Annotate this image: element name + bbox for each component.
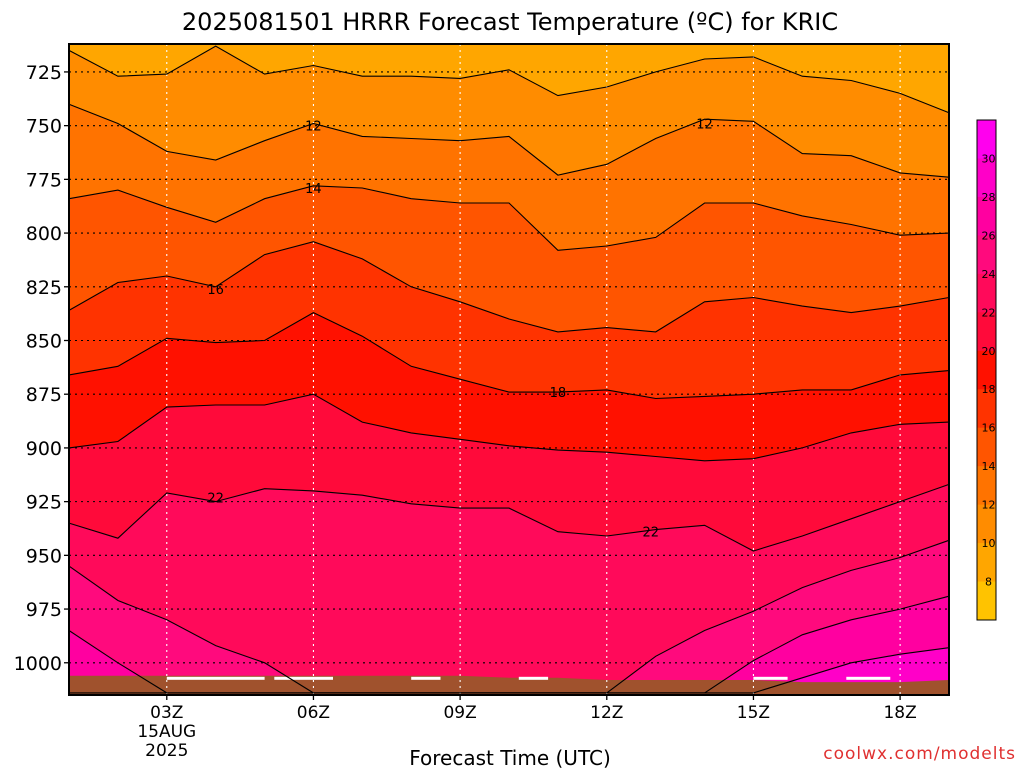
x-tick-label: 18Z [883,703,916,723]
colorbar-segment [977,543,996,583]
colorbar: 8 10 12 14 16 18 20 22 24 26 28 30 [976,119,997,621]
ground-gap [846,676,891,680]
colorbar-segment [977,504,996,544]
y-tick-label: 750 [26,116,62,138]
colorbar-label: 20 [982,345,996,358]
isotherm-18 [68,311,950,400]
isotherm-28 [69,647,950,694]
y-tick-label: 775 [26,169,62,191]
y-tick-label: 925 [26,492,62,514]
contour-label: 14 [305,182,322,197]
contour-label: 22 [207,491,224,506]
colorbar-segment [977,196,996,236]
colorbar-label: 8 [985,576,992,589]
isotherm-12 [68,103,950,178]
y-tick-label: 725 [26,62,62,84]
colorbar-segment [977,350,996,390]
colorbar-segment [977,158,996,198]
chart-title: 2025081501 HRRR Forecast Temperature (ºC… [182,8,838,36]
colorbar-label: 22 [982,306,996,319]
x-axis-label: Forecast Time (UTC) [409,746,611,768]
colorbar-segment [977,120,996,159]
isotherm-22 [68,483,950,552]
contour-label: 18 [550,386,567,401]
colorbar-segment [977,427,996,467]
y-tick-label: 875 [26,384,62,406]
colorbar-label: 12 [982,499,996,512]
y-tick-label: 825 [26,277,62,299]
y-tick-label: 800 [26,223,62,245]
isotherm-16 [68,241,950,333]
x-tick-label: 15Z [737,703,770,723]
y-tick-label: 950 [26,545,62,567]
isotherm-10 [68,45,950,114]
ground-gap [274,676,333,680]
contour-label: 12 [305,120,322,135]
colorbar-label: 16 [982,422,996,435]
x-tick-label: 09Z [443,703,476,723]
x-tick-label: 06Z [297,703,330,723]
colorbar-segment [977,389,996,429]
colorbar-frame [976,119,997,621]
y-tick-label: 975 [26,599,62,621]
ground-gap [518,676,549,680]
ground-fill [69,675,949,695]
isotherm-20 [68,393,950,462]
colorbar-label: 26 [982,229,996,242]
colorbar-segment [977,581,996,621]
x-tick-label: 12Z [590,703,623,723]
contour-label: 22 [643,526,660,541]
colorbar-segment [977,466,996,506]
temperature-fill-layer [69,44,949,696]
ground-layer [69,675,949,695]
colorbar-label: 30 [982,152,996,165]
colorbar-label: 24 [982,268,996,281]
x-date-label: 15AUG [137,722,196,742]
colorbar-label: 18 [982,383,996,396]
colorbar-segment [977,312,996,352]
y-tick-label: 850 [26,330,62,352]
colorbar-segment [977,235,996,275]
plot-frame [68,43,950,696]
isotherm-layer [68,45,950,694]
ground-gap [753,676,788,680]
axes-layer: 725 750 775 800 825 850 875 900 925 950 975 1000 03Z… [14,43,950,761]
y-tick-label: 1000 [14,653,62,675]
credit-text[interactable]: coolwx.com/modelts [823,744,1016,764]
band-24 [69,540,949,695]
colorbar-label: 10 [982,537,996,550]
colorbar-label: 28 [982,191,996,204]
contour-label-layer: 12 12 14 16 18 22 22 [207,117,712,540]
x-year-label: 2025 [145,741,188,761]
y-tick-label: 900 [26,438,62,460]
x-tick-label: 03Z [150,703,183,723]
contour-label: 12 [696,117,713,132]
colorbar-label: 14 [982,460,996,473]
isotherm-14 [68,185,950,251]
contour-label: 16 [207,283,224,298]
ground-gap [166,676,265,680]
ground-gap [411,676,441,680]
colorbar-segment [977,273,996,313]
